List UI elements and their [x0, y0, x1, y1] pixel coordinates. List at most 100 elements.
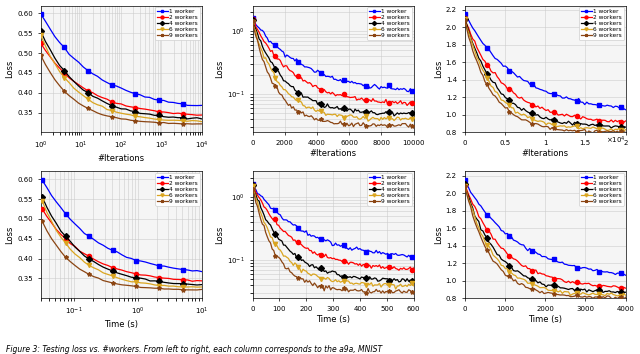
Line: 6 workers: 6 workers — [40, 199, 204, 289]
9 workers — [79, 104, 87, 108]
2 workers — [103, 97, 111, 101]
6 workers — [103, 107, 111, 112]
6 workers — [184, 285, 191, 289]
9 workers — [188, 122, 196, 126]
9 workers — [280, 96, 287, 101]
1 worker — [170, 100, 177, 104]
4 workers — [620, 291, 627, 295]
9 workers — [184, 288, 191, 292]
6 workers — [122, 112, 130, 116]
9 workers — [56, 84, 63, 88]
6 workers — [136, 115, 144, 119]
6 workers — [70, 86, 77, 90]
6 workers — [52, 228, 60, 233]
1 worker — [156, 264, 163, 268]
9 workers — [46, 70, 54, 75]
6 workers — [37, 33, 45, 38]
6 workers — [571, 124, 579, 128]
9 workers — [84, 106, 92, 110]
6 workers — [137, 281, 145, 285]
6 workers — [113, 276, 121, 280]
4 workers — [56, 63, 63, 68]
9 workers — [42, 62, 49, 67]
9 workers — [71, 263, 79, 268]
6 workers — [332, 278, 339, 282]
6 workers — [249, 184, 257, 188]
4 workers — [164, 115, 172, 119]
2 workers — [198, 279, 205, 283]
4 workers — [48, 214, 56, 218]
2 workers — [118, 268, 126, 272]
2 workers — [113, 101, 120, 105]
9 workers — [146, 120, 154, 124]
4 workers — [51, 56, 59, 60]
9 workers — [67, 259, 74, 264]
6 workers — [127, 280, 135, 284]
2 workers — [151, 275, 159, 279]
6 workers — [75, 90, 83, 94]
4 workers — [621, 125, 629, 129]
2 workers — [559, 278, 566, 282]
9 workers — [410, 289, 417, 293]
9 workers — [160, 120, 168, 125]
2 workers — [179, 112, 187, 116]
9 workers — [95, 276, 102, 280]
X-axis label: #Iterations: #Iterations — [98, 154, 145, 163]
6 workers — [117, 111, 125, 115]
4 workers — [170, 281, 177, 286]
6 workers — [127, 113, 134, 117]
1 worker — [559, 96, 566, 100]
9 workers — [621, 295, 629, 299]
6 workers — [141, 281, 149, 285]
4 workers — [151, 279, 159, 283]
2 workers — [402, 267, 410, 272]
6 workers — [118, 277, 126, 281]
6 workers — [62, 241, 70, 245]
6 workers — [170, 284, 177, 288]
6 workers — [160, 118, 168, 122]
1 worker — [249, 182, 257, 186]
2 workers — [146, 274, 154, 278]
2 workers — [410, 266, 417, 270]
9 workers — [48, 236, 56, 241]
1 worker — [99, 243, 107, 247]
2 workers — [571, 113, 579, 118]
2 workers — [286, 69, 294, 73]
4 workers — [85, 257, 93, 261]
1 worker — [113, 84, 120, 88]
4 workers — [410, 112, 417, 116]
4 workers — [559, 121, 566, 126]
4 workers — [75, 84, 83, 88]
9 workers — [113, 282, 121, 286]
4 workers — [532, 278, 540, 282]
4 workers — [398, 276, 406, 281]
4 workers — [99, 99, 106, 103]
9 workers — [99, 279, 107, 283]
Text: $\times10^4$: $\times10^4$ — [606, 135, 625, 146]
1 worker — [286, 55, 294, 59]
1 worker — [104, 246, 112, 250]
2 workers — [170, 112, 177, 116]
2 workers — [621, 286, 629, 290]
1 worker — [532, 250, 540, 255]
6 workers — [85, 263, 93, 268]
9 workers — [93, 111, 101, 115]
1 worker — [286, 220, 294, 224]
4 workers — [571, 120, 579, 125]
9 workers — [286, 102, 294, 107]
6 workers — [559, 291, 566, 296]
9 workers — [384, 126, 392, 130]
6 workers — [571, 291, 579, 296]
1 worker — [188, 269, 196, 273]
9 workers — [571, 294, 579, 298]
1 worker — [184, 268, 191, 272]
6 workers — [621, 293, 629, 297]
1 worker — [56, 40, 63, 45]
4 workers — [403, 112, 411, 116]
1 worker — [174, 101, 182, 105]
9 workers — [75, 101, 83, 105]
9 workers — [345, 290, 353, 294]
2 workers — [117, 102, 125, 106]
9 workers — [532, 121, 540, 126]
1 worker — [67, 217, 74, 222]
